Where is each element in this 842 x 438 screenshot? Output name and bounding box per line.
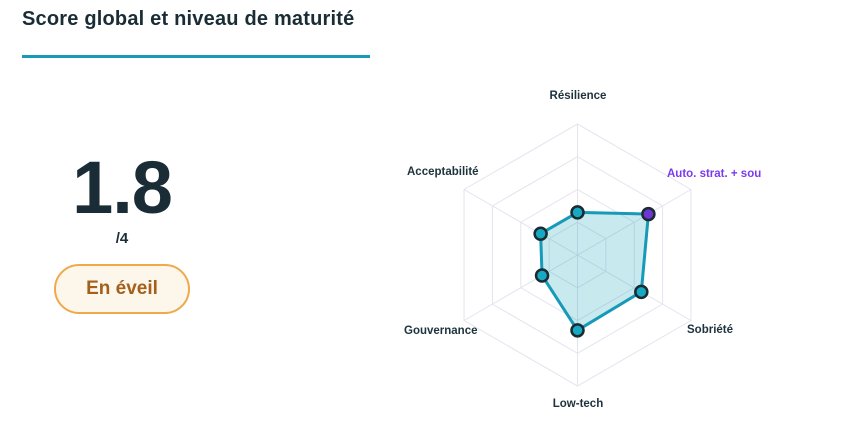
radar-point-2[interactable]	[634, 284, 649, 300]
page-title: Score global et niveau de maturité	[22, 8, 355, 30]
axis-label-gouvernance: Gouvernance	[404, 325, 478, 337]
radar-svg	[463, 123, 692, 387]
radar-point-3[interactable]	[570, 323, 585, 338]
radar-data-polygon	[539, 210, 650, 332]
axis-label-acceptabilite: Acceptabilité	[407, 166, 479, 178]
axis-label-resilience: Résilience	[549, 90, 607, 102]
score-max: /4	[115, 230, 129, 248]
maturity-badge: En éveil	[54, 264, 190, 315]
radar-point-5[interactable]	[533, 226, 548, 241]
radar-chart	[392, 80, 772, 420]
radar-axis-spoke	[463, 254, 578, 321]
axis-label-auto-strat-sou: Auto. strat. + sou	[667, 168, 762, 180]
score-value: 1.8	[72, 146, 173, 229]
radar-point-4[interactable]	[534, 268, 550, 283]
axis-label-low-tech: Low-tech	[552, 398, 604, 410]
radar-axis-spoke	[463, 189, 578, 256]
radar-point-0[interactable]	[570, 205, 585, 220]
axis-label-sobriete: Sobriété	[687, 324, 734, 336]
score-block: 1.8 /4 En éveil	[38, 146, 206, 315]
radar-axis-spoke	[577, 254, 692, 321]
title-underline-accent	[22, 55, 370, 58]
radar-axis-spoke	[577, 189, 692, 256]
radar-point-1[interactable]	[641, 206, 656, 222]
